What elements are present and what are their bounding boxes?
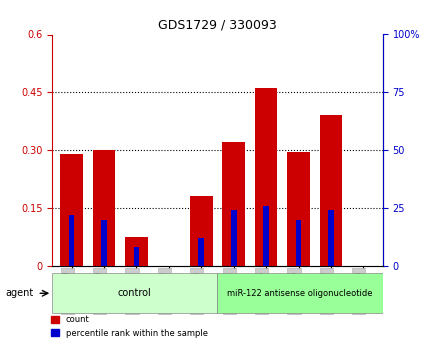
Bar — [319, 116, 342, 266]
Bar — [69, 215, 74, 266]
Bar — [327, 210, 333, 266]
Legend: count, percentile rank within the sample: count, percentile rank within the sample — [48, 312, 211, 341]
Bar — [222, 142, 244, 266]
Bar — [125, 237, 148, 266]
Text: GSM83103: GSM83103 — [192, 270, 201, 312]
Text: GSM83105: GSM83105 — [256, 270, 266, 312]
Bar — [198, 238, 204, 266]
Text: GSM83104: GSM83104 — [224, 270, 233, 312]
Bar — [101, 219, 107, 266]
Bar — [295, 219, 301, 266]
Text: GSM83102: GSM83102 — [160, 270, 168, 312]
FancyBboxPatch shape — [217, 273, 382, 313]
Bar — [230, 210, 236, 266]
Text: GSM83107: GSM83107 — [321, 270, 330, 312]
Title: GDS1729 / 330093: GDS1729 / 330093 — [158, 19, 276, 32]
Bar — [60, 154, 83, 266]
Text: GSM83106: GSM83106 — [289, 270, 298, 312]
Text: control: control — [118, 288, 151, 298]
Text: miR-122 antisense oligonucleotide: miR-122 antisense oligonucleotide — [227, 289, 372, 298]
Text: GSM83101: GSM83101 — [127, 270, 136, 312]
Text: GSM83100: GSM83100 — [95, 270, 104, 312]
Text: GSM83090: GSM83090 — [62, 270, 72, 312]
Bar — [190, 196, 212, 266]
Bar — [133, 247, 139, 266]
Bar — [92, 150, 115, 266]
FancyBboxPatch shape — [52, 273, 217, 313]
Bar — [254, 88, 277, 266]
Bar — [263, 206, 268, 266]
Text: agent: agent — [6, 288, 34, 298]
Text: GSM83108: GSM83108 — [354, 270, 362, 312]
Bar — [286, 152, 309, 266]
